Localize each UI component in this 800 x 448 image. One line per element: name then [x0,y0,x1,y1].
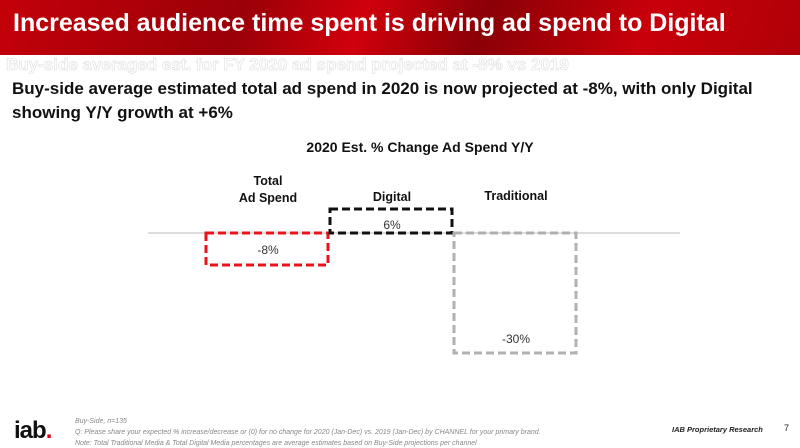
footnote-note: Note: Total Traditional Media & Total Di… [75,440,477,447]
footnote-question: Q: Please share your expected % increase… [75,429,541,436]
proprietary-label: IAB Proprietary Research [672,425,763,434]
category-label: Traditional [484,189,547,203]
header-banner: Increased audience time spent is driving… [0,0,800,55]
chart-title: 2020 Est. % Change Ad Spend Y/Y [306,139,534,155]
category-label: Digital [373,190,411,204]
bar-traditional [452,231,578,355]
slide-title: Increased audience time spent is driving… [13,9,726,37]
ghost-text: Buy-side averaged est. for FY 2020 ad sp… [6,55,569,74]
footnote-base: Buy-Side, n=135 [75,418,127,425]
bar-digital [328,207,454,235]
data-label: 6% [383,218,401,232]
category-label: Total [254,174,283,188]
data-label: -30% [502,332,530,346]
bar-total-ad-spend [204,231,330,267]
category-label: Ad Spend [239,191,297,205]
data-label: -8% [257,243,279,257]
page-number: 7 [784,423,790,433]
slide-subtitle: Buy-side average estimated total ad spen… [12,79,753,122]
iab-logo: iab. [14,417,52,444]
